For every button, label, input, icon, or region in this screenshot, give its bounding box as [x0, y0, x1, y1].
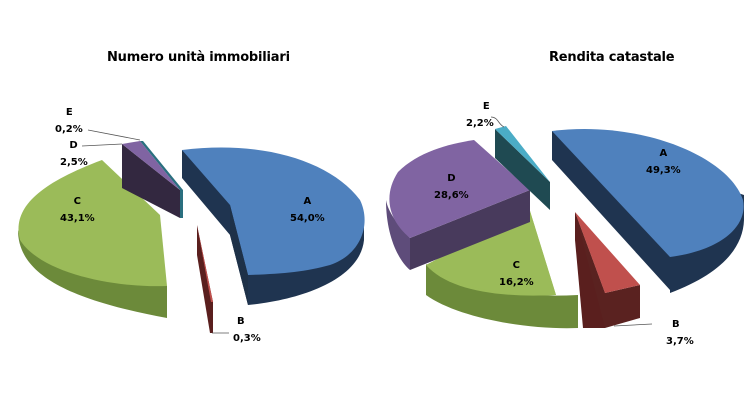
leader-line-e — [87, 129, 141, 141]
label-b: B 0,3% — [233, 316, 261, 344]
label-e: E 0,2% — [55, 107, 83, 135]
label-b: B 3,7% — [666, 319, 694, 347]
slice-c — [426, 211, 578, 329]
leader-line-e — [490, 116, 505, 128]
slice-e — [495, 126, 550, 210]
slice-a — [182, 147, 365, 305]
slice-b — [197, 225, 213, 333]
label-e: E 2,2% — [466, 101, 494, 129]
label-a: A 49,3% — [646, 148, 681, 176]
leader-line-d — [81, 143, 123, 147]
label-c: C 43,1% — [60, 196, 95, 224]
label-d: D 2,5% — [60, 140, 88, 168]
pie-3d-left — [18, 129, 365, 334]
slice-e — [140, 141, 183, 218]
label-a: A 54,0% — [290, 196, 325, 224]
slice-d — [386, 140, 530, 270]
label-d: D 28,6% — [434, 173, 469, 201]
slice-d — [122, 141, 180, 218]
slice-a — [552, 128, 744, 293]
label-c: C 16,2% — [499, 260, 534, 288]
slice-b — [575, 212, 640, 328]
chart-title: Rendita catastale — [549, 50, 675, 65]
pie-3d-right — [386, 116, 744, 329]
chart-title: Numero unità immobiliari — [107, 50, 290, 65]
leader-line-b — [613, 323, 653, 327]
